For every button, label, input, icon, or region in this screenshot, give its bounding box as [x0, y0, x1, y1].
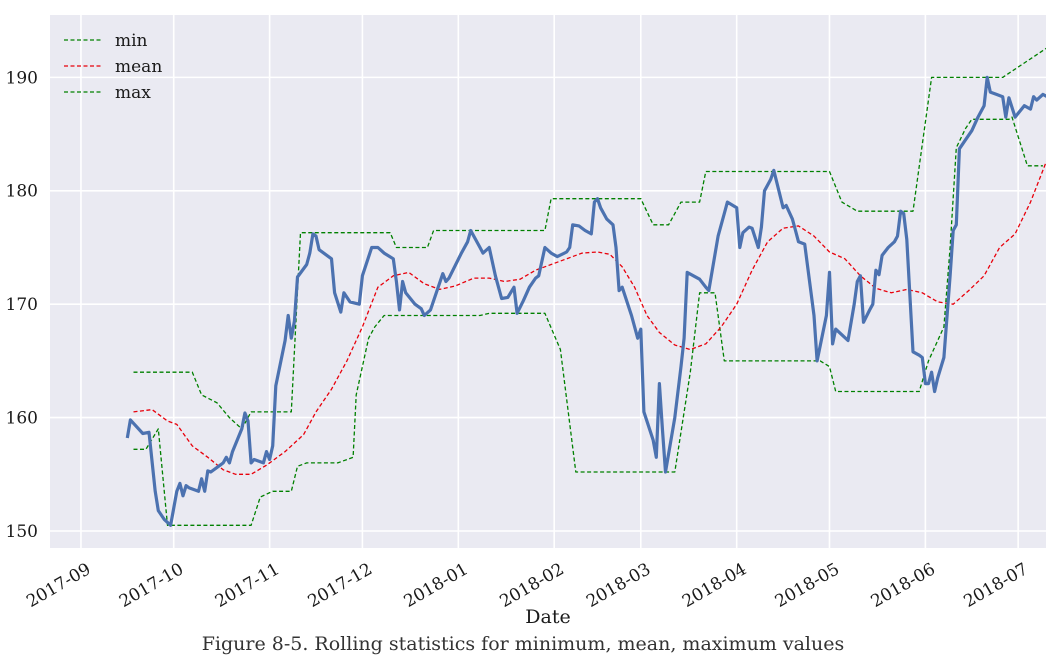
legend-label-max: max — [115, 83, 151, 103]
legend-label-mean: mean — [115, 57, 162, 77]
x-tick-label: 2018-05 — [772, 559, 843, 612]
y-tick-label: 170 — [6, 295, 38, 315]
grid — [50, 15, 1046, 548]
series-group — [125, 47, 1046, 527]
x-tick-label: 2018-07 — [960, 559, 1031, 612]
x-tick-label: 2017-11 — [212, 559, 283, 612]
x-tick-label: 2017-12 — [305, 559, 376, 612]
y-tick-label: 160 — [6, 409, 38, 429]
y-tick-label: 150 — [6, 522, 38, 542]
x-axis-ticks: 2017-09 2017-10 2017-11 2017-12 2018-01 2018-… — [23, 559, 1031, 612]
figure-caption: Figure 8-5. Rolling statistics for minim… — [201, 633, 845, 655]
series-price-line — [125, 75, 1046, 527]
y-tick-label: 180 — [6, 182, 38, 202]
legend: min mean max — [64, 31, 162, 103]
y-axis-ticks: 150 160 170 180 190 — [6, 68, 38, 542]
x-tick-label: 2018-06 — [868, 559, 939, 612]
x-tick-label: 2018-03 — [583, 559, 654, 612]
series-max-line — [133, 47, 1046, 430]
x-tick-label: 2018-01 — [401, 559, 472, 612]
x-tick-label: 2018-02 — [496, 559, 567, 612]
plot-area — [50, 15, 1046, 548]
y-tick-label: 190 — [6, 68, 38, 88]
x-tick-label: 2017-10 — [116, 559, 187, 612]
legend-label-min: min — [115, 31, 148, 51]
x-tick-label: 2017-09 — [23, 559, 94, 612]
series-mean-line — [133, 161, 1046, 475]
x-tick-label: 2018-04 — [679, 559, 750, 612]
series-min-line — [133, 116, 1043, 526]
x-axis-label: Date — [525, 606, 570, 628]
